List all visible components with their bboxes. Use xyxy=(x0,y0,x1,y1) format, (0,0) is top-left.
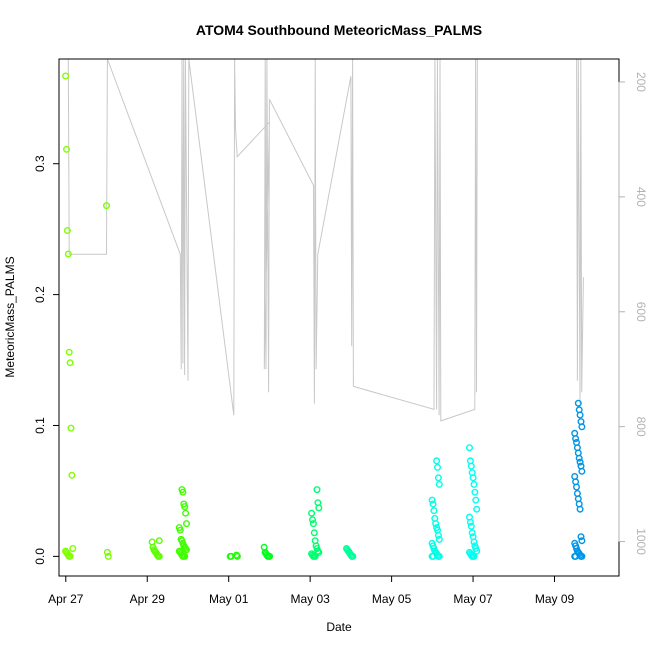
data-point xyxy=(578,423,586,431)
data-point xyxy=(473,547,481,555)
altitude-line xyxy=(67,58,584,422)
data-point xyxy=(67,424,75,432)
data-point xyxy=(69,545,77,553)
data-point xyxy=(266,552,274,560)
data-point xyxy=(309,520,317,528)
data-point xyxy=(428,496,436,504)
data-point xyxy=(102,202,110,210)
data-point xyxy=(66,359,74,367)
data-point xyxy=(471,488,479,496)
data-point xyxy=(578,537,586,545)
x-tick-label: Apr 29 xyxy=(130,592,166,606)
data-point xyxy=(434,531,442,539)
x-tick-label: Apr 27 xyxy=(48,592,84,606)
data-point xyxy=(429,552,437,560)
data-points xyxy=(62,72,586,560)
right-axis: 200 400 600 800 1000 xyxy=(618,72,648,555)
data-point xyxy=(430,507,438,515)
data-point xyxy=(66,552,74,560)
data-point xyxy=(466,518,474,526)
data-point xyxy=(64,250,72,258)
data-point xyxy=(467,462,475,470)
data-point xyxy=(433,457,441,465)
data-point xyxy=(572,435,580,443)
data-point xyxy=(104,552,112,560)
data-point xyxy=(575,454,583,462)
x-tick-label: May 05 xyxy=(372,592,412,606)
right-tick-label: 200 xyxy=(634,72,648,92)
chart-title: ATOM4 Southbound MeteoricMass_PALMS xyxy=(196,22,482,38)
data-point xyxy=(467,522,475,530)
x-axis-label: Date xyxy=(326,620,352,634)
data-point xyxy=(182,520,190,528)
data-point xyxy=(62,72,70,80)
data-point xyxy=(435,535,443,543)
right-tick-label: 400 xyxy=(634,187,648,207)
data-point xyxy=(181,552,189,560)
data-point xyxy=(576,458,584,466)
x-tick-label: May 07 xyxy=(453,592,493,606)
y-tick-label: 0.2 xyxy=(33,286,47,303)
y-axis-label: MeteoricMass_PALMS xyxy=(3,256,17,377)
x-tick-label: May 09 xyxy=(535,592,575,606)
data-point xyxy=(63,145,71,153)
data-point xyxy=(182,546,190,554)
x-axis: Apr 27 Apr 29 May 01 May 03 May 05 May 07 May … xyxy=(48,575,575,606)
altitude-trace xyxy=(67,58,584,422)
data-point xyxy=(313,486,321,494)
data-point xyxy=(179,488,187,496)
right-tick-label: 1000 xyxy=(634,528,648,555)
data-point xyxy=(576,411,584,419)
data-point xyxy=(68,471,76,479)
y-tick-label: 0.0 xyxy=(33,548,47,565)
data-point xyxy=(310,529,318,537)
data-point xyxy=(577,533,585,541)
data-point xyxy=(63,226,71,234)
plot-frame xyxy=(58,58,620,577)
x-tick-label: May 01 xyxy=(209,592,249,606)
y-axis: 0.0 0.1 0.2 0.3 xyxy=(33,155,60,565)
data-point xyxy=(468,529,476,537)
data-point xyxy=(308,509,316,517)
y-tick-label: 0.1 xyxy=(33,417,47,434)
data-point xyxy=(349,552,357,560)
data-point xyxy=(578,552,586,560)
data-point xyxy=(155,537,163,545)
data-point xyxy=(473,505,481,513)
data-point xyxy=(315,548,323,556)
data-point xyxy=(432,520,440,528)
data-point xyxy=(466,444,474,452)
x-tick-label: May 03 xyxy=(290,592,330,606)
data-point xyxy=(227,552,235,560)
data-point xyxy=(315,504,323,512)
data-point xyxy=(472,496,480,504)
data-point xyxy=(572,552,580,560)
right-tick-label: 800 xyxy=(634,417,648,437)
data-point xyxy=(434,474,442,482)
right-tick-label: 600 xyxy=(634,302,648,322)
data-point xyxy=(469,474,477,482)
data-point xyxy=(309,516,317,524)
data-point xyxy=(176,526,184,534)
data-point xyxy=(578,467,586,475)
data-point xyxy=(576,505,584,513)
data-point xyxy=(470,552,478,560)
data-point xyxy=(435,480,443,488)
data-point xyxy=(181,503,189,511)
data-point xyxy=(429,500,437,508)
data-point xyxy=(434,463,442,471)
data-point xyxy=(574,399,582,407)
data-point xyxy=(470,538,478,546)
data-point xyxy=(573,483,581,491)
data-point xyxy=(155,552,163,560)
data-point xyxy=(65,348,73,356)
data-point xyxy=(103,548,111,556)
data-point xyxy=(182,509,190,517)
data-point xyxy=(435,552,443,560)
data-point xyxy=(470,480,478,488)
y-tick-label: 0.3 xyxy=(33,155,47,172)
data-point xyxy=(311,552,319,560)
